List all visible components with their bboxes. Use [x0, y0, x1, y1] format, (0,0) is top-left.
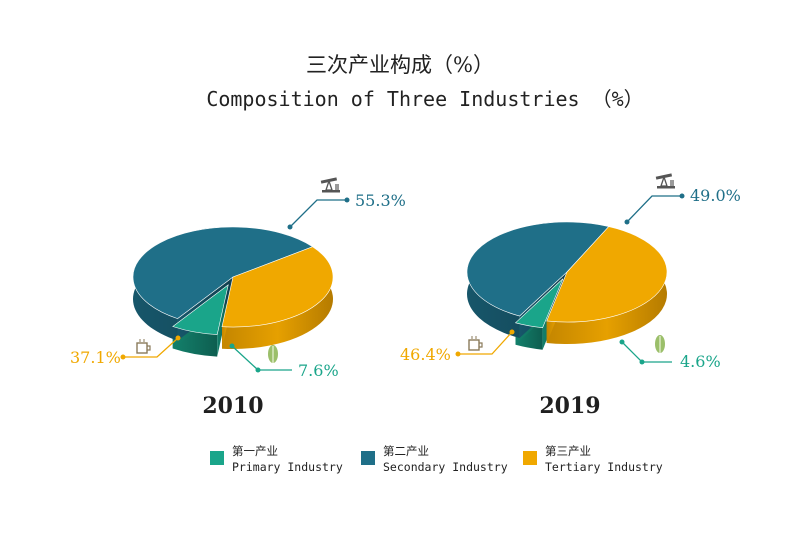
- leader-line-secondary-2010: [289, 199, 347, 228]
- pct-label-secondary-2010: 55.3%: [355, 191, 406, 210]
- legend-label-en: Tertiary Industry: [545, 460, 663, 474]
- pct-label-tertiary-2010: 37.1%: [70, 348, 121, 367]
- wheat-icon: [655, 335, 665, 353]
- legend-item-tertiary: 第三产业 Tertiary Industry: [523, 444, 663, 474]
- legend-swatch-tertiary: [523, 451, 537, 465]
- legend-item-secondary: 第二产业 Secondary Industry: [361, 444, 508, 474]
- legend-swatch-secondary: [361, 451, 375, 465]
- callouts-2019: 49.0% 4.6% 46.4%: [400, 173, 741, 371]
- legend-label-cn: 第一产业: [232, 444, 278, 458]
- leader-line-secondary-2019: [626, 195, 682, 223]
- legend-item-primary: 第一产业 Primary Industry: [210, 444, 343, 474]
- legend-label-cn: 第二产业: [383, 444, 429, 458]
- year-label-2010: 2010: [202, 393, 263, 419]
- coffee-cup-icon: [468, 336, 483, 351]
- oil-pump-icon: [655, 173, 675, 189]
- legend-label-en: Primary Industry: [232, 460, 343, 474]
- oil-pump-icon: [320, 177, 340, 193]
- legend-label-en: Secondary Industry: [383, 460, 508, 474]
- legend-swatch-primary: [210, 451, 224, 465]
- pct-label-primary-2019: 4.6%: [680, 352, 721, 371]
- pie-slice-secondary-2019: [466, 221, 610, 317]
- callouts-2010: 55.3% 7.6% 37.1%: [70, 177, 406, 380]
- leader-dot: [624, 219, 630, 225]
- pie-slice-primary-2019: [514, 278, 564, 329]
- pie-2010-side-tertiary: [221, 246, 333, 349]
- legend-label-cn: 第三产业: [545, 444, 591, 458]
- leader-dot: [229, 343, 235, 349]
- pct-label-primary-2010: 7.6%: [298, 361, 339, 380]
- pie-slice-secondary-2010: [132, 226, 314, 319]
- legend: 第一产业 Primary Industry 第二产业 Secondary Ind…: [210, 444, 663, 474]
- pct-label-secondary-2019: 49.0%: [690, 186, 741, 205]
- wheat-icon: [268, 345, 278, 363]
- pct-label-tertiary-2019: 46.4%: [400, 345, 451, 364]
- leader-dot: [619, 339, 625, 345]
- chart-title-en: Composition of Three Industries （%）: [206, 87, 643, 111]
- leader-dot: [509, 329, 515, 335]
- leader-dot: [120, 354, 126, 360]
- leader-line-tertiary-2019: [458, 331, 513, 355]
- pie-chart-2019: [466, 221, 668, 350]
- leader-dot: [679, 193, 685, 199]
- leader-dot: [639, 359, 645, 365]
- pie-slice-tertiary-2019: [546, 226, 668, 323]
- leader-dot: [287, 224, 293, 230]
- pie-2010-slices: [132, 226, 334, 335]
- chart-title-cn: 三次产业构成（%）: [306, 53, 494, 77]
- pie-2019-slices: [466, 221, 668, 329]
- leader-line-tertiary-2010: [123, 337, 179, 358]
- coffee-cup-icon: [136, 339, 151, 354]
- leader-dot: [255, 367, 261, 373]
- leader-dot: [344, 197, 350, 203]
- year-label-2019: 2019: [539, 393, 600, 419]
- pie-slice-tertiary-2010: [221, 246, 334, 328]
- pie-chart-2010: [132, 226, 334, 357]
- pie-slice-primary-2010: [172, 284, 229, 335]
- leader-dot: [455, 351, 461, 357]
- leader-line-primary-2010: [231, 345, 292, 371]
- leader-dot: [175, 335, 181, 341]
